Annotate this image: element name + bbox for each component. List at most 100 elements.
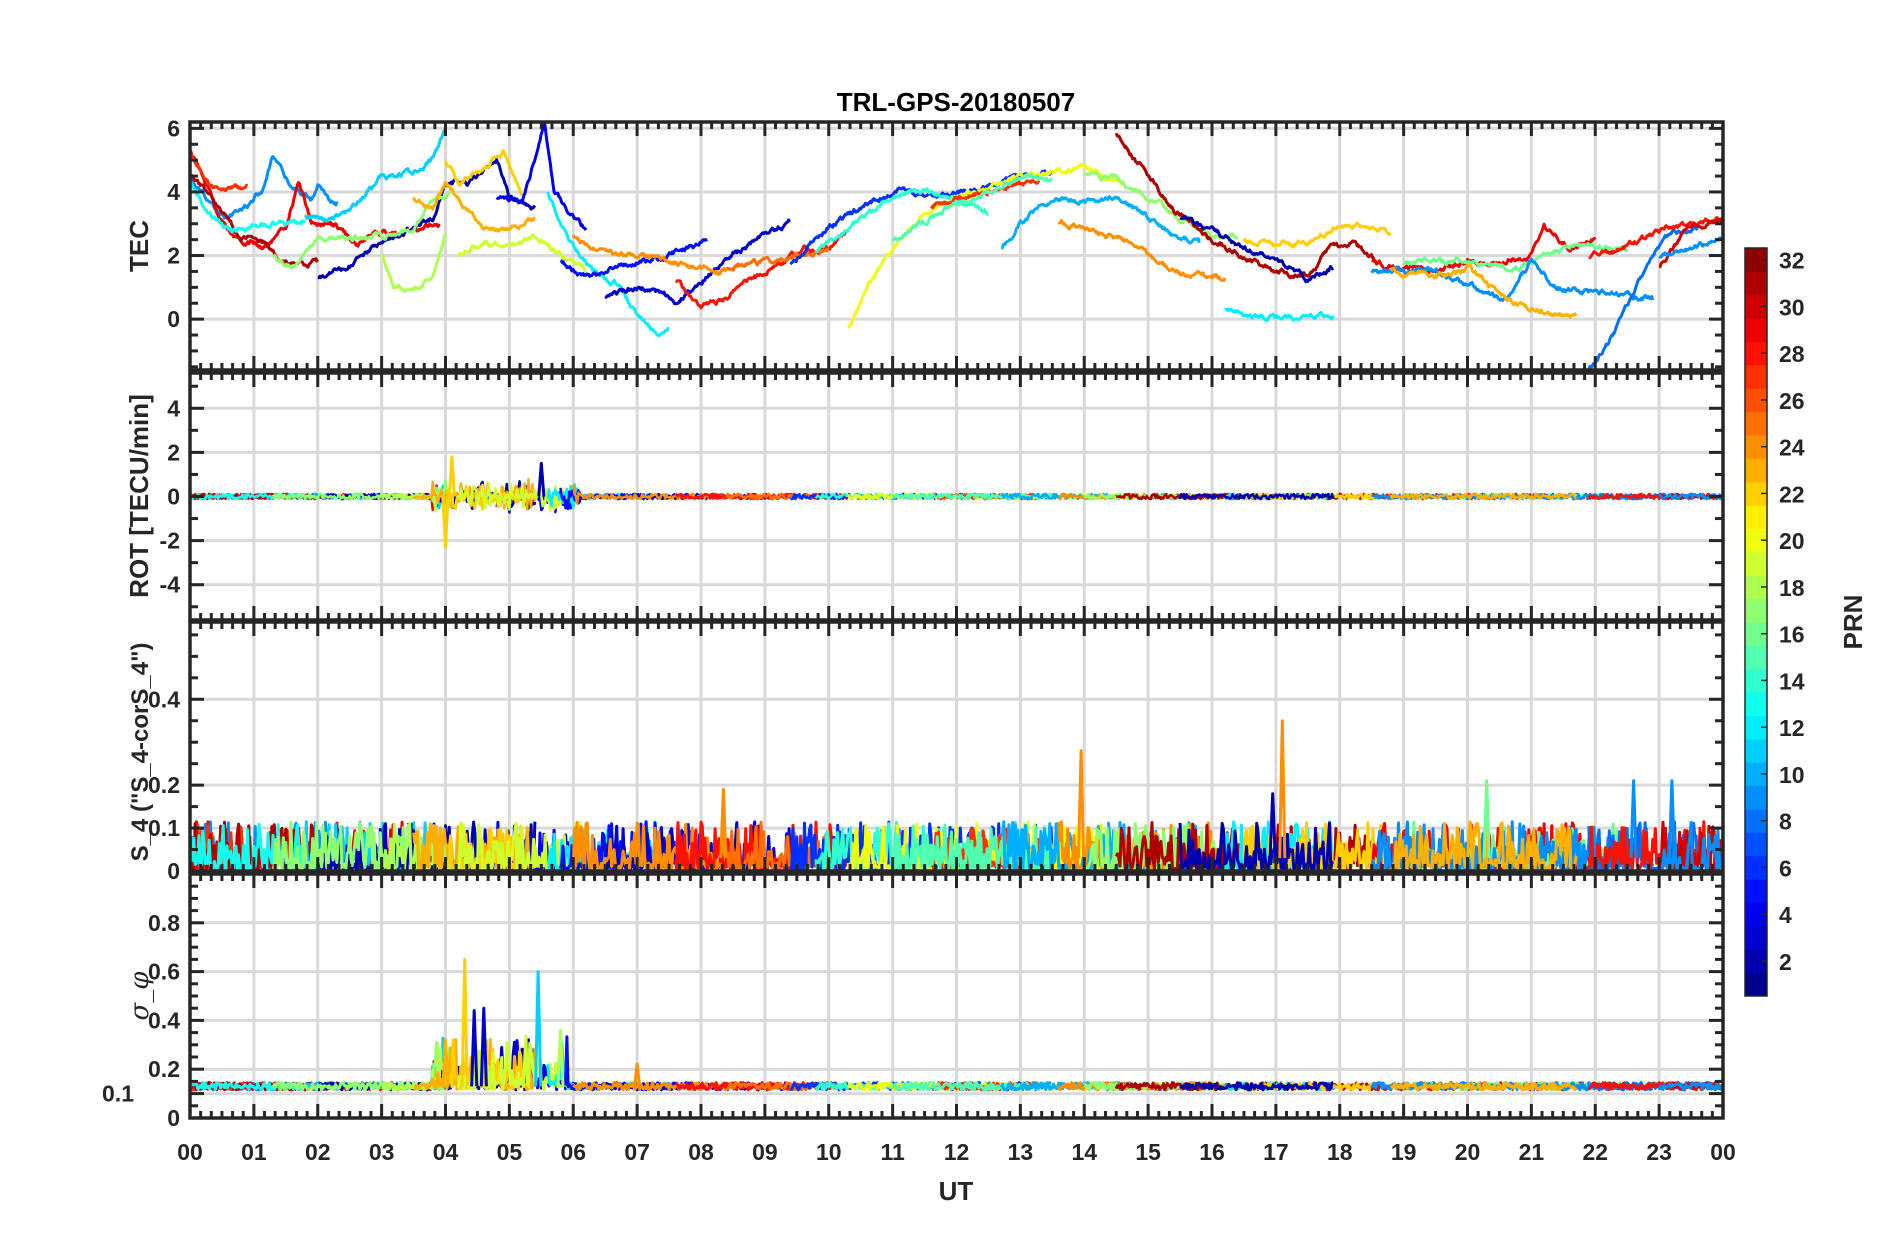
tec-arc-prn-24 xyxy=(571,234,728,276)
y-tick-label: 6 xyxy=(167,115,180,141)
tec-arc-prn-14 xyxy=(814,187,989,254)
s4-peak-prn-16 xyxy=(1482,779,1491,859)
y-tick-label: 0 xyxy=(167,306,180,332)
tec-arc-prn-9 xyxy=(1658,235,1723,259)
s4-peak-prn-24 xyxy=(1077,749,1086,859)
x-tick-label: 07 xyxy=(624,1139,650,1165)
s4-peak-prn-9 xyxy=(1667,779,1676,859)
sigma-trace-prn-23 xyxy=(1389,1081,1578,1092)
y-tick-label: 0.6 xyxy=(148,959,180,985)
y-tick-label: 0 xyxy=(167,1105,180,1131)
x-tick-label: 01 xyxy=(241,1139,267,1165)
colorbar-tick-label: 22 xyxy=(1779,481,1805,507)
colorbar-band xyxy=(1745,832,1767,857)
colorbar-band xyxy=(1745,294,1767,319)
tec-arc-prn-10 xyxy=(1000,195,1201,250)
tec-arc-prn-8 xyxy=(1587,226,1699,370)
sigma-peak-prn-3 xyxy=(470,1009,479,1087)
colorbar-band xyxy=(1745,879,1767,903)
s4-trace-prn-17 xyxy=(1082,822,1239,871)
tec-arc-prn-9 xyxy=(1370,257,1655,302)
rot-peak-prn-2 xyxy=(537,461,546,497)
tec-arc-prn-20 xyxy=(847,162,1124,330)
tec-arc-prn-12 xyxy=(546,191,670,338)
y-tick-label: 0 xyxy=(167,484,180,510)
tec-arc-prn-2 xyxy=(1179,214,1335,284)
x-tick-label: 14 xyxy=(1071,1139,1097,1165)
colorbar-band xyxy=(1745,481,1767,506)
tec-arc-prn-12 xyxy=(1224,307,1335,322)
colorbar-tick-label: 26 xyxy=(1779,388,1805,414)
sigma-peak-prn-24 xyxy=(633,1062,642,1087)
s4-peak-prn-2 xyxy=(1268,792,1277,859)
axes-frame xyxy=(188,620,1725,873)
x-tick-label: 20 xyxy=(1455,1139,1481,1165)
x-tick-label: 00 xyxy=(177,1139,203,1165)
colorbar-tick-label: 4 xyxy=(1779,902,1792,928)
colorbar-band xyxy=(1745,902,1767,927)
axes-frame xyxy=(188,371,1725,622)
colorbar-tick-label: 14 xyxy=(1779,668,1805,694)
x-tick-label: 11 xyxy=(880,1139,905,1165)
y-tick-label: 0.1 xyxy=(148,815,180,841)
tec-arc-prn-17 xyxy=(1083,170,1239,241)
x-tick-label: 23 xyxy=(1646,1139,1672,1165)
colorbar-band xyxy=(1745,692,1767,716)
colorbar-band xyxy=(1745,972,1767,997)
x-tick-label: 19 xyxy=(1391,1139,1417,1165)
tec-arc-prn-15 xyxy=(891,173,1053,242)
y-tick-label: 0.2 xyxy=(148,772,180,798)
x-tick-label: 03 xyxy=(369,1139,395,1165)
rot-trace-prn-18 xyxy=(380,488,445,512)
colorbar-tick-label: 20 xyxy=(1779,528,1805,554)
rot-trace-prn-23 xyxy=(1389,492,1578,501)
x-tick-label: 13 xyxy=(1008,1139,1034,1165)
y-tick-label: 2 xyxy=(167,439,180,465)
tec-arc-prn-31 xyxy=(1114,132,1380,280)
colorbar-band xyxy=(1745,505,1767,529)
tec-arc-prn-23 xyxy=(1389,263,1578,319)
x-tick-label: 06 xyxy=(560,1139,586,1165)
tec-arc-prn-25 xyxy=(725,247,830,272)
y-tick-label: 4 xyxy=(167,395,180,421)
x-tick-label: 21 xyxy=(1519,1139,1545,1165)
colorbar-band xyxy=(1745,785,1767,810)
tec-arc-prn-22 xyxy=(444,148,523,197)
rot-trace-prn-2 xyxy=(1178,492,1335,501)
panel-tec: 0 2 4 6 xyxy=(167,115,1725,372)
s4-peak-prn-24 xyxy=(1278,719,1287,859)
colorbar-band xyxy=(1745,341,1767,366)
rot-series xyxy=(190,455,1723,549)
s4-trace-prn-23 xyxy=(1389,820,1578,871)
colorbar-band xyxy=(1745,715,1767,740)
tec-arc-prn-30 xyxy=(1658,217,1723,269)
x-tick-label: 10 xyxy=(816,1139,842,1165)
colorbar-band xyxy=(1745,668,1767,693)
x-tick-label: 05 xyxy=(497,1139,523,1165)
colorbar-band xyxy=(1745,435,1767,459)
y-tick-label: 0.1 xyxy=(102,1081,134,1107)
colorbar-tick-label: 32 xyxy=(1779,248,1805,274)
s4-peak-prn-9 xyxy=(1629,779,1638,859)
colorbar-band xyxy=(1745,598,1767,623)
colorbar-band xyxy=(1745,809,1767,833)
s4-trace-prn-15 xyxy=(891,820,1054,871)
sigma-peak-prn-23 xyxy=(441,1038,450,1087)
rot-trace-prn-15 xyxy=(891,492,1053,501)
colorbar-band xyxy=(1745,388,1767,413)
tec-y-axis-label: TEC xyxy=(124,220,154,272)
s4-trace-prn-23 xyxy=(412,822,537,871)
rot-trace-prn-23 xyxy=(412,478,537,511)
y-tick-label: -4 xyxy=(160,572,181,598)
tec-series xyxy=(190,122,1723,370)
chart-title: TRL-GPS-20180507 xyxy=(837,87,1075,117)
tec-arc-prn-24 xyxy=(1057,218,1227,282)
sigma-y-axis-label: σ_φ xyxy=(125,971,155,1021)
s4-y-axis-label: S_4 ("S_4-corS_4") xyxy=(127,643,154,862)
tec-arc-prn-3 xyxy=(604,218,791,306)
colorbar-band xyxy=(1745,645,1767,670)
tec-arc-prn-11 xyxy=(304,127,447,223)
colorbar-band xyxy=(1745,458,1767,483)
sigma-peak-prn-18 xyxy=(556,1028,565,1087)
